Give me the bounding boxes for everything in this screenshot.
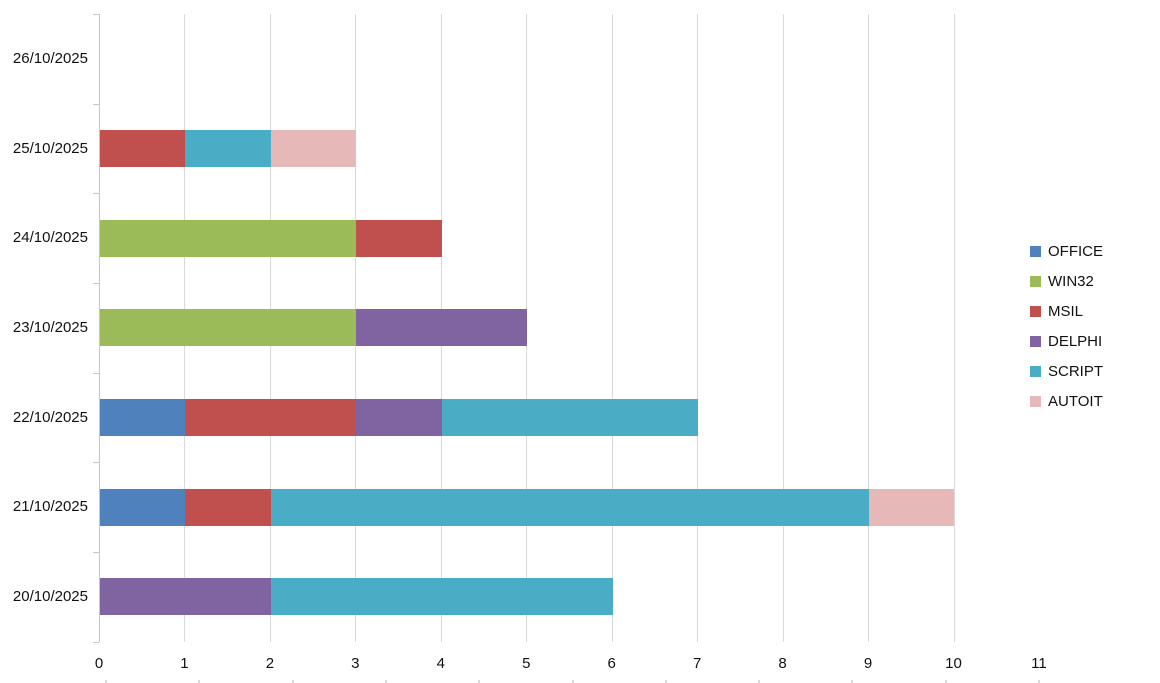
legend-swatch-icon	[1030, 335, 1041, 347]
legend-label: MSIL	[1048, 302, 1084, 320]
y-axis-tick	[93, 193, 99, 195]
bottom-tick-mark	[758, 680, 761, 683]
bottom-tick-mark	[478, 680, 481, 683]
y-axis-label: 24/10/2025	[12, 229, 88, 247]
bar-segment-msil	[100, 130, 186, 167]
y-axis-line	[99, 14, 100, 642]
bottom-tick-mark	[664, 680, 667, 683]
gridline	[697, 14, 699, 642]
gridline	[611, 14, 613, 642]
y-axis-tick	[93, 641, 99, 643]
bar-segment-autoit	[270, 130, 357, 167]
y-axis-tick	[93, 552, 99, 554]
bottom-tick-mark	[1038, 680, 1040, 683]
bar-segment-win32	[100, 309, 357, 347]
bottom-tick-mark	[851, 680, 854, 683]
bar-segment-script	[270, 488, 870, 526]
x-axis-label: 0	[94, 655, 104, 672]
bar-segment-win32	[100, 219, 357, 257]
y-axis-label: 26/10/2025	[12, 49, 88, 67]
bottom-tick-mark	[105, 680, 107, 683]
x-axis-label: 4	[436, 655, 445, 672]
legend-item-script: SCRIPT	[1030, 362, 1103, 380]
legend-label: DELPHI	[1048, 332, 1103, 350]
legend-item-win32: WIN32	[1030, 272, 1103, 290]
bar-segment-script	[441, 399, 699, 437]
x-axis-label: 5	[522, 655, 531, 672]
x-axis-label: 7	[692, 655, 702, 672]
x-axis-label: 6	[607, 655, 616, 672]
legend-item-autoit: AUTOIT	[1030, 392, 1103, 410]
bar-segment-delphi	[356, 399, 442, 437]
y-axis-label: 25/10/2025	[12, 139, 88, 157]
bottom-tick-mark	[384, 680, 387, 683]
gridline	[953, 14, 955, 642]
legend-label: OFFICE	[1048, 242, 1103, 260]
legend-item-msil: MSIL	[1030, 302, 1103, 320]
y-axis-label: 20/10/2025	[12, 587, 88, 605]
bar-segment-msil	[356, 219, 442, 257]
legend-label: WIN32	[1048, 272, 1094, 290]
legend-swatch-icon	[1030, 395, 1041, 407]
y-axis-tick	[93, 14, 99, 15]
legend-swatch-icon	[1030, 275, 1041, 287]
y-axis-tick	[93, 103, 99, 105]
legend-label: SCRIPT	[1048, 362, 1104, 380]
bar-segment-autoit	[869, 488, 955, 526]
legend-item-delphi: DELPHI	[1030, 332, 1103, 350]
legend-swatch-icon	[1030, 305, 1041, 317]
bottom-tick-mark	[291, 680, 294, 683]
x-axis-label: 9	[863, 655, 873, 672]
x-axis-label: 3	[351, 655, 360, 672]
x-axis-label: 8	[778, 655, 787, 672]
bar-segment-office	[100, 399, 186, 437]
bar-segment-delphi	[356, 309, 528, 347]
bottom-tick-mark	[571, 680, 574, 683]
x-axis-label: 11	[1031, 655, 1047, 672]
gridline	[868, 14, 870, 642]
y-axis-tick	[93, 283, 99, 284]
legend: OFFICE WIN32 MSIL DELPHI SCRIPT AUTOIT	[1030, 242, 1103, 422]
gridline	[782, 14, 784, 642]
y-axis-label: 22/10/2025	[12, 408, 88, 426]
bar-segment-office	[100, 488, 186, 526]
bar-segment-delphi	[100, 578, 271, 616]
legend-swatch-icon	[1030, 245, 1041, 257]
legend-label: AUTOIT	[1048, 392, 1103, 410]
y-axis-label: 21/10/2025	[12, 498, 88, 516]
x-axis-label: 1	[180, 655, 189, 672]
y-axis-tick	[93, 372, 99, 374]
legend-swatch-icon	[1030, 365, 1041, 377]
y-axis-tick	[93, 462, 99, 464]
bar-segment-script	[270, 578, 613, 616]
bottom-tick-mark	[944, 680, 947, 683]
bar-segment-msil	[185, 399, 357, 437]
y-axis-label: 23/10/2025	[12, 318, 88, 336]
bar-segment-msil	[185, 488, 271, 526]
x-axis-label: 2	[265, 655, 275, 672]
legend-item-office: OFFICE	[1030, 242, 1103, 260]
x-axis-label: 10	[945, 655, 962, 672]
bar-segment-script	[185, 130, 271, 167]
bottom-tick-mark	[198, 680, 201, 683]
